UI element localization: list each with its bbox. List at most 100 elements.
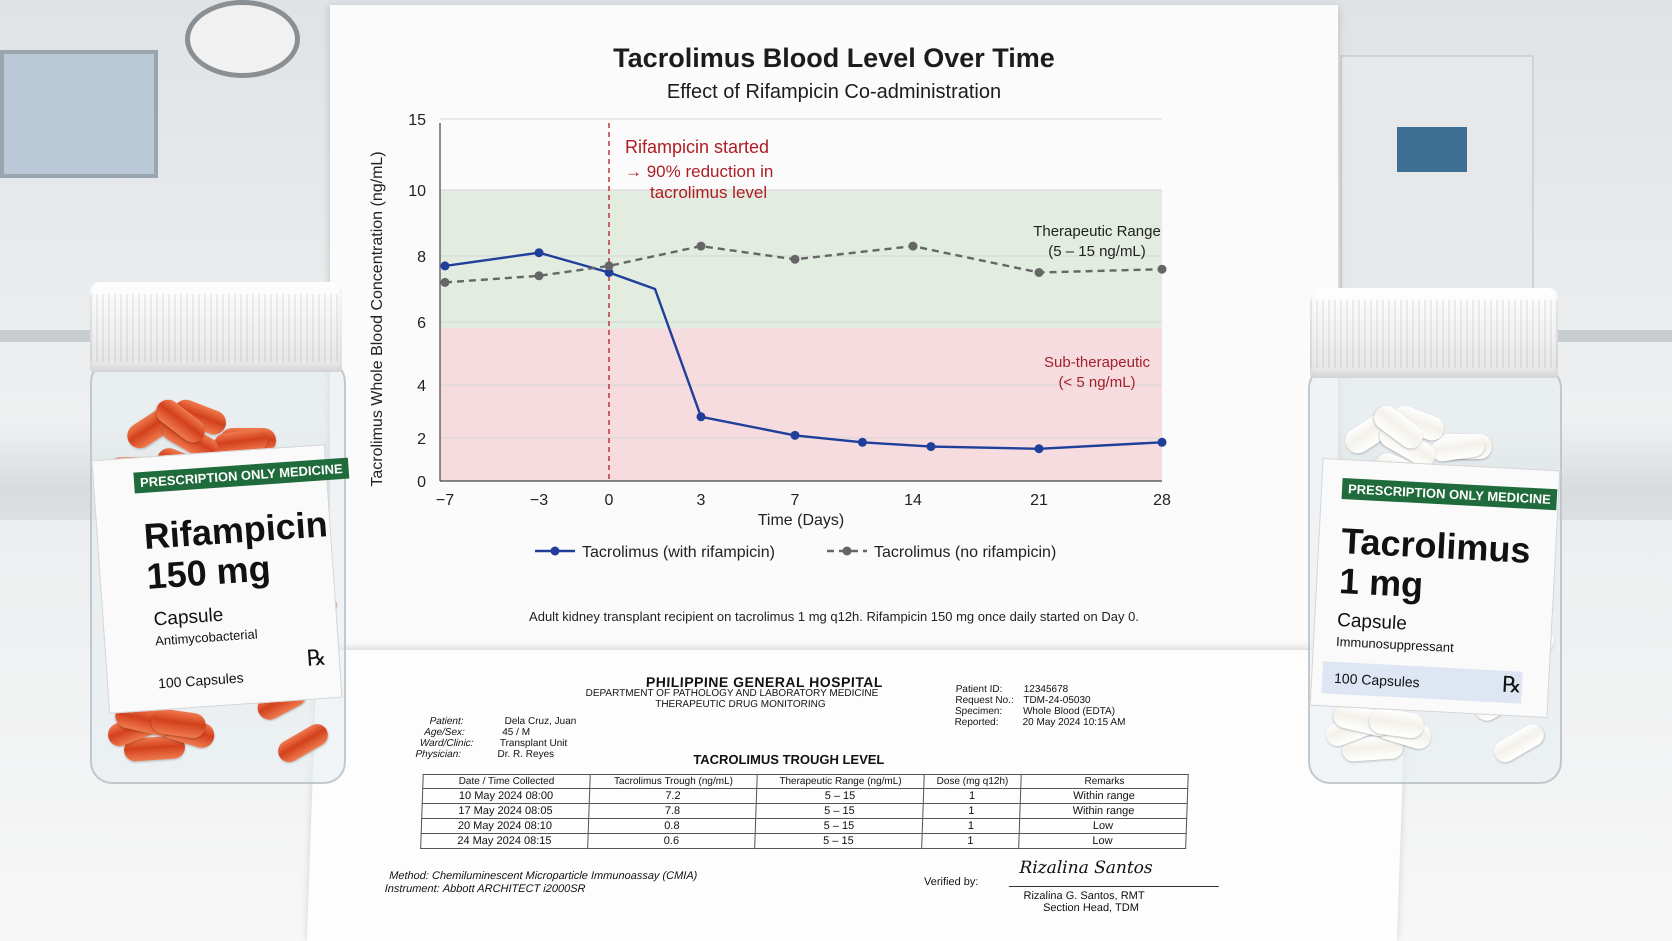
table-cell: 0.6 <box>587 833 756 849</box>
drug-strength: 1 mg <box>1338 560 1425 606</box>
agesex-value: 45 / M <box>502 727 531 738</box>
band-label: Therapeutic Range <box>1033 223 1161 240</box>
table-cell: 1 <box>923 788 1021 804</box>
table-cell: 10 May 2024 08:00 <box>422 788 590 804</box>
table-cell: 5 – 15 <box>755 818 923 834</box>
table-header-row: Date / Time Collected Tacrolimus Trough … <box>422 774 1189 789</box>
rx-icon: ℞ <box>305 645 328 672</box>
data-point <box>1034 444 1044 454</box>
table-row: 24 May 2024 08:15 0.6 5 – 15 1 Low <box>420 833 1187 849</box>
table-cell: 5 – 15 <box>755 803 924 819</box>
method-line: Method: Chemiluminescent Microparticle I… <box>389 870 698 882</box>
signature-line <box>1008 886 1219 887</box>
y-tick-label: 8 <box>417 249 426 266</box>
table-cell: Within range <box>1020 788 1188 804</box>
trough-level-table: Date / Time Collected Tacrolimus Trough … <box>420 774 1189 849</box>
patient-value: Dela Cruz, Juan <box>504 716 577 727</box>
x-tick-label: 28 <box>1153 492 1171 509</box>
verified-by-label: Verified by: <box>923 876 979 888</box>
table-cell: 0.8 <box>588 818 756 834</box>
chart-sheet: Tacrolimus Blood Level Over Time Effect … <box>330 5 1338 652</box>
data-point <box>440 277 450 287</box>
capsule <box>1489 719 1549 767</box>
rifampicin-label: PRESCRIPTION ONLY MEDICINE Rifampicin 15… <box>91 444 350 714</box>
reported-value: 20 May 2024 10:15 AM <box>1022 717 1126 728</box>
patient-label: Patient: <box>429 716 464 727</box>
y-tick-label: 0 <box>417 474 426 491</box>
legend-marker <box>842 546 852 556</box>
x-tick-label: −3 <box>530 492 548 509</box>
capsule-quantity: 100 Capsules <box>157 669 245 692</box>
method-value: Chemiluminescent Microparticle Immunoass… <box>431 870 698 882</box>
series-line-no-rifampicin <box>444 244 1163 284</box>
table-row: 17 May 2024 08:05 7.8 5 – 15 1 Within ra… <box>421 803 1188 819</box>
agesex-label: Age/Sex: <box>424 727 465 738</box>
verifier-name: Rizalina G. Santos, RMT <box>1023 890 1145 902</box>
drug-form: Capsule <box>1336 609 1408 635</box>
reported-label: Reported: <box>954 717 999 728</box>
data-point <box>1157 264 1167 274</box>
band-label: Sub-therapeutic <box>1044 354 1150 371</box>
column-header: Date / Time Collected <box>422 774 591 789</box>
x-axis-label: Time (Days) <box>758 512 845 529</box>
x-tick-label: 3 <box>697 492 706 509</box>
drug-form: Capsule <box>152 604 224 631</box>
x-tick-label: 21 <box>1030 492 1048 509</box>
unit-name: THERAPEUTIC DRUG MONITORING <box>654 699 826 710</box>
rx-icon: ℞ <box>1501 672 1523 699</box>
column-header: Dose (mg q12h) <box>923 774 1022 789</box>
verifier-title: Section Head, TDM <box>1042 902 1140 914</box>
x-tick-label: 7 <box>791 492 800 509</box>
table-cell: 7.2 <box>589 788 757 804</box>
tacrolimus-cap <box>1310 288 1558 378</box>
patient-id-label: Patient ID: <box>955 684 1003 695</box>
report-section-title: TACROLIMUS TROUGH LEVEL <box>692 752 885 767</box>
data-point <box>696 241 706 251</box>
data-point <box>440 261 450 271</box>
x-tick-label: 14 <box>904 492 922 509</box>
legend-marker <box>550 546 560 556</box>
event-annotation: tacrolimus level <box>650 183 767 202</box>
legend-label: Tacrolimus (with rifampicin) <box>582 544 775 561</box>
capsule <box>273 719 332 767</box>
chart-footnote: Adult kidney transplant recipient on tac… <box>529 609 1139 624</box>
data-point <box>926 442 936 452</box>
prescription-badge: PRESCRIPTION ONLY MEDICINE <box>1341 478 1558 511</box>
line-chart: 0 2 4 6 8 10 15 −7 −3 0 3 7 14 21 28 Time (Days) Tacroli… <box>369 112 1171 561</box>
table-cell: 5 – 15 <box>754 833 923 849</box>
table-cell: 1 <box>922 818 1020 834</box>
instrument-value: Abbott ARCHITECT i2000SR <box>442 883 586 895</box>
method-label: Method: <box>388 870 430 882</box>
data-point <box>604 261 614 271</box>
column-header: Remarks <box>1020 774 1189 789</box>
data-point <box>1034 268 1044 277</box>
drug-class: Immunosuppressant <box>1335 633 1455 656</box>
table-cell: 1 <box>921 833 1020 849</box>
data-point <box>534 271 544 281</box>
tacrolimus-label: PRESCRIPTION ONLY MEDICINE Tacrolimus 1 … <box>1309 457 1561 719</box>
band-label: (5 – 15 ng/mL) <box>1048 243 1146 260</box>
chart-title: Tacrolimus Blood Level Over Time <box>613 43 1055 73</box>
analyzer-screen <box>1397 127 1467 172</box>
table-cell: 24 May 2024 08:15 <box>420 833 589 849</box>
wall-clock <box>185 0 300 78</box>
patient-id-value: 12345678 <box>1023 684 1069 695</box>
specimen-label: Specimen: <box>954 706 1003 717</box>
data-point <box>534 248 544 258</box>
tacrolimus-bottle: PRESCRIPTION ONLY MEDICINE Tacrolimus 1 … <box>1300 288 1568 798</box>
x-tick-label: 0 <box>605 492 614 509</box>
rifampicin-bottle: PRESCRIPTION ONLY MEDICINE Rifampicin 15… <box>82 282 352 802</box>
data-point <box>604 268 614 277</box>
table-row: 10 May 2024 08:00 7.2 5 – 15 1 Within ra… <box>422 788 1188 804</box>
chart-subtitle: Effect of Rifampicin Co-administration <box>666 81 1002 103</box>
y-tick-label: 15 <box>408 112 426 129</box>
data-point <box>790 254 800 264</box>
y-axis-label: Tacrolimus Whole Blood Concentration (ng… <box>369 151 386 486</box>
drug-name: Rifampicin <box>142 503 329 557</box>
table-cell: 17 May 2024 08:05 <box>421 803 590 819</box>
table-cell: 20 May 2024 08:10 <box>421 818 589 834</box>
background-monitor <box>0 50 158 178</box>
x-tick-label: −7 <box>436 492 454 509</box>
rifampicin-cap <box>90 282 342 372</box>
instrument-label: Instrument: <box>384 883 440 895</box>
